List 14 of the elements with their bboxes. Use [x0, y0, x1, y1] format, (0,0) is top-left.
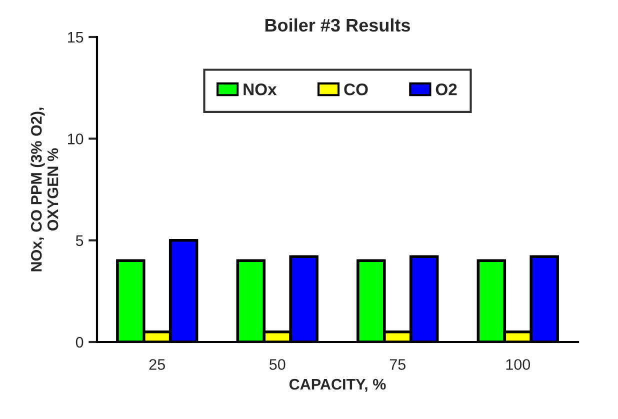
chart-title: Boiler #3 Results	[265, 18, 410, 32]
x-tick-label: 25	[149, 359, 165, 370]
x-tick-label: 100	[506, 359, 530, 370]
legend-label: CO	[344, 84, 368, 96]
legend-label: NOx	[244, 84, 277, 96]
y-tick-label: 5	[76, 235, 84, 246]
y-tick-label: 15	[68, 32, 84, 43]
x-tick-label: 50	[269, 359, 286, 370]
x-axis-title: CAPACITY, %	[289, 378, 386, 392]
y-axis-title: NOx, CO PPM (3% O2), OXYGEN %	[30, 108, 58, 272]
y-tick-label: 10	[68, 134, 84, 144]
legend-label: O2	[436, 84, 457, 96]
x-tick-label: 75	[390, 359, 406, 370]
y-tick-label: 0	[76, 336, 84, 348]
